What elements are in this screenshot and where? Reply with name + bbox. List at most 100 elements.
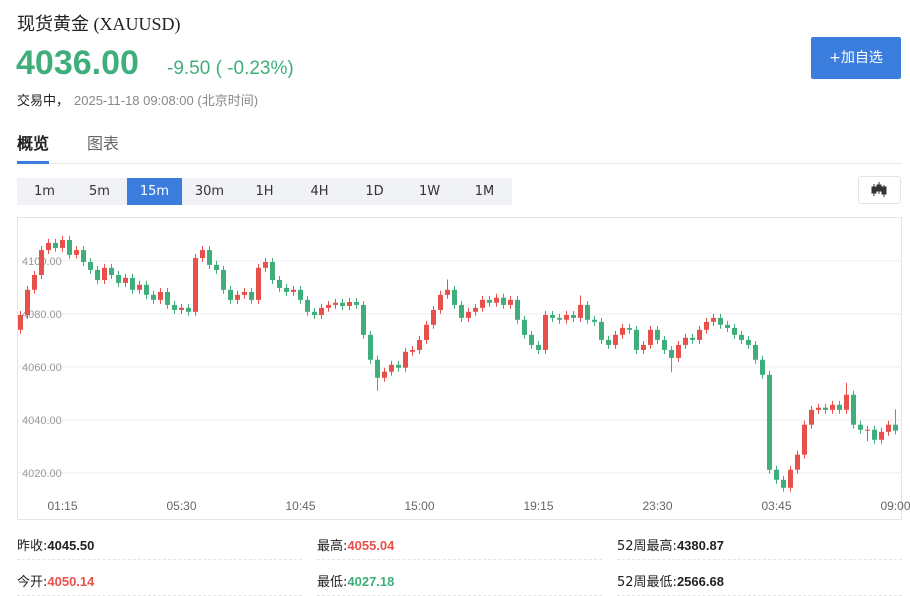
candle-body [333, 302, 338, 305]
candle-body [711, 317, 716, 322]
candle-body [445, 289, 450, 295]
candle-body [858, 424, 863, 430]
x-tick-label: 23:30 [642, 499, 672, 513]
candle-body [620, 327, 625, 335]
period-bar: 1m 5m 15m 30m 1H 4H 1D 1W 1M [17, 178, 512, 205]
candle-body [508, 299, 513, 305]
candle-body [585, 304, 590, 320]
period-button[interactable]: 1H [255, 184, 274, 199]
candle-body [543, 314, 548, 350]
candle-body [690, 337, 695, 340]
candle-body [53, 242, 58, 248]
candle-body [893, 424, 898, 431]
stat-label: 最低: [317, 575, 348, 590]
tab[interactable]: 概览 [17, 130, 50, 164]
period-button[interactable]: 30m [194, 184, 225, 199]
candle-body [382, 371, 387, 378]
y-tick-label: 4100.00 [22, 256, 62, 268]
candle-body [830, 404, 835, 410]
stat-value: 4050.14 [47, 574, 95, 589]
candle-body [718, 317, 723, 325]
candle-body [865, 429, 870, 431]
x-tick-label: 01:15 [47, 499, 77, 513]
candle-body [417, 339, 422, 350]
period-button[interactable]: 1W [418, 184, 441, 199]
candle-body [277, 280, 282, 288]
add-watchlist-button[interactable]: +加自选 [811, 37, 901, 79]
change: -9.50 ( -0.23%) [167, 58, 294, 79]
candle-body [494, 297, 499, 303]
candle-body [774, 469, 779, 480]
candle-body [816, 407, 821, 410]
x-tick-label: 19:15 [523, 499, 553, 513]
candle-body [641, 344, 646, 350]
candle-body [284, 287, 289, 292]
candle-body [683, 337, 688, 345]
y-tick-label: 4080.00 [22, 309, 62, 321]
candle-body [242, 291, 247, 295]
candle-body [158, 291, 163, 300]
period-button[interactable]: 15m [127, 178, 182, 205]
candle-body [753, 344, 758, 360]
candle-body [879, 431, 884, 440]
candle-body [823, 407, 828, 410]
candle-body [781, 479, 786, 488]
candle-body [872, 429, 877, 440]
candle-body [172, 304, 177, 310]
tab[interactable]: 图表 [87, 134, 120, 153]
candle-body [452, 289, 457, 305]
candle-body [767, 374, 772, 470]
candle-body [298, 289, 303, 300]
stat-value: 2566.68 [676, 574, 724, 589]
candle-body [837, 404, 842, 410]
candle-body [389, 364, 394, 372]
price: 4036.00 [16, 44, 139, 82]
candle-body [305, 299, 310, 312]
candle-body [501, 297, 506, 305]
candle-body [592, 319, 597, 322]
stat-item: 最低:4027.18 [317, 571, 602, 596]
period-button[interactable]: 5m [89, 184, 110, 199]
status: 交易中， [17, 94, 70, 109]
period-button[interactable]: 1M [474, 184, 495, 199]
y-tick-label: 4020.00 [22, 468, 62, 480]
candle-body [522, 319, 527, 335]
period-button[interactable]: 4H [310, 184, 329, 199]
candle-icon [871, 182, 887, 197]
candle-body [39, 250, 44, 275]
candle-body [739, 334, 744, 340]
candle-body [396, 364, 401, 368]
candle-body [515, 299, 520, 320]
stat-label: 52周最低: [617, 575, 677, 590]
stat-label: 最高: [317, 539, 348, 554]
candle-body [179, 307, 184, 310]
candle-body [361, 304, 366, 335]
candle-body [431, 309, 436, 325]
candle-body [326, 304, 331, 308]
candle-body [627, 327, 632, 330]
stat-value: 4045.50 [47, 538, 95, 553]
chart-type-button[interactable] [858, 176, 901, 204]
stat-item: 今开:4050.14 [17, 571, 302, 596]
candle-body [403, 351, 408, 368]
period-button[interactable]: 1m [34, 184, 55, 199]
candle-body [263, 261, 268, 268]
candle-body [200, 250, 205, 259]
chart-frame [17, 217, 902, 520]
candle-body [291, 289, 296, 292]
candle-body [648, 329, 653, 345]
candle-body [354, 302, 359, 305]
candle-body [130, 277, 135, 290]
candle-body [466, 311, 471, 318]
candle-body [844, 394, 849, 410]
candle-body [746, 339, 751, 345]
candle-body [319, 307, 324, 315]
candle-body [438, 294, 443, 310]
candle-body [529, 334, 534, 345]
candle-body [802, 424, 807, 455]
candle-body [214, 264, 219, 270]
period-button[interactable]: 1D [365, 184, 384, 199]
candle-body [18, 314, 23, 330]
candle-body [95, 269, 100, 281]
x-tick-label: 03:45 [761, 499, 791, 513]
